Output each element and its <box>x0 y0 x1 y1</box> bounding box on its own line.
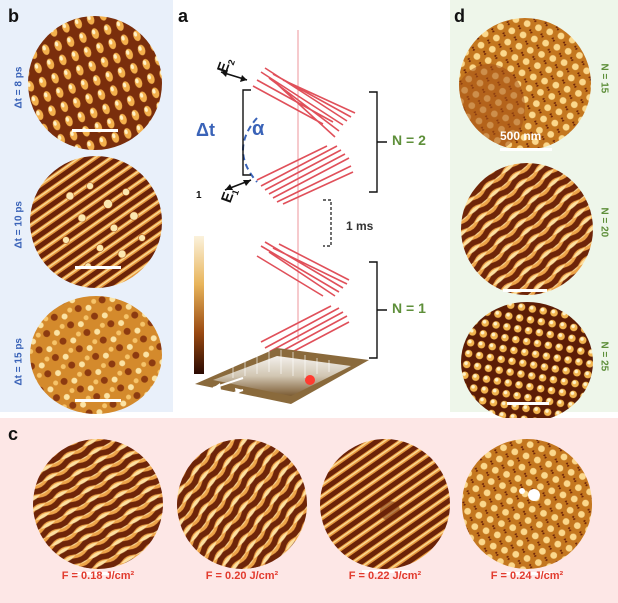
afm-image-f018 <box>33 439 163 569</box>
height-colorbar <box>194 236 204 374</box>
scale-bar <box>75 399 121 402</box>
single-pulse-label: N = 1 <box>392 300 426 316</box>
scale-bar <box>75 572 123 575</box>
scale-bar <box>72 129 118 132</box>
panel-b-label: b <box>8 6 19 26</box>
scale-bar <box>507 402 549 405</box>
fluence-label-020: F = 0.20 J/cm² <box>205 570 279 582</box>
panel-a-label: a <box>178 6 189 26</box>
afm-image-n15 <box>459 18 591 150</box>
scale-bar <box>500 148 552 151</box>
fluence-label-018: F = 0.18 J/cm² <box>61 570 135 582</box>
afm-image-f022 <box>320 439 450 569</box>
laser-spot <box>305 375 315 385</box>
pulse-pair-label: N = 2 <box>392 132 426 148</box>
scale-bar <box>503 289 547 292</box>
pulse-count-label-25: N = 25 <box>598 341 610 372</box>
laser-pulse-single <box>256 241 350 361</box>
fluence-label-022: F = 0.22 J/cm² <box>348 570 422 582</box>
delay-symbol: Δt <box>196 120 215 140</box>
scale-bar <box>75 266 121 269</box>
scale-bar-label: 500 nm <box>500 129 542 143</box>
colorbar-top-label: 1 <box>196 190 202 201</box>
afm-image-f020 <box>177 439 307 569</box>
afm-image-delay-8ps <box>28 16 162 150</box>
laser-pulse-e1 <box>256 145 354 205</box>
pulse-pair-bracket <box>369 91 387 193</box>
afm-image-n20 <box>461 163 593 295</box>
fluence-label-024: F = 0.24 J/cm² <box>490 570 564 582</box>
delay-label-15ps: Δt = 15 ps <box>13 338 25 386</box>
repetition-bracket <box>323 199 332 247</box>
laser-pulse-e2 <box>252 67 356 138</box>
delay-label-8ps: Δt = 8 ps <box>13 66 25 109</box>
scale-bar <box>362 570 410 573</box>
pulse-count-label-15: N = 15 <box>598 63 610 94</box>
delay-label-10ps: Δt = 10 ps <box>13 201 25 249</box>
delay-bracket <box>242 89 251 176</box>
afm-image-f024 <box>462 439 592 569</box>
pulse-schematic <box>194 30 387 404</box>
panel-d-label: d <box>454 6 465 26</box>
panel-c-label: c <box>8 424 19 444</box>
repetition-gap-label: 1 ms <box>346 219 374 233</box>
single-pulse-bracket <box>369 261 387 359</box>
scale-bar <box>505 572 553 575</box>
afm-image-delay-15ps <box>30 296 162 414</box>
pulse-count-label-20: N = 20 <box>598 207 610 238</box>
alpha-symbol: α <box>252 118 265 140</box>
